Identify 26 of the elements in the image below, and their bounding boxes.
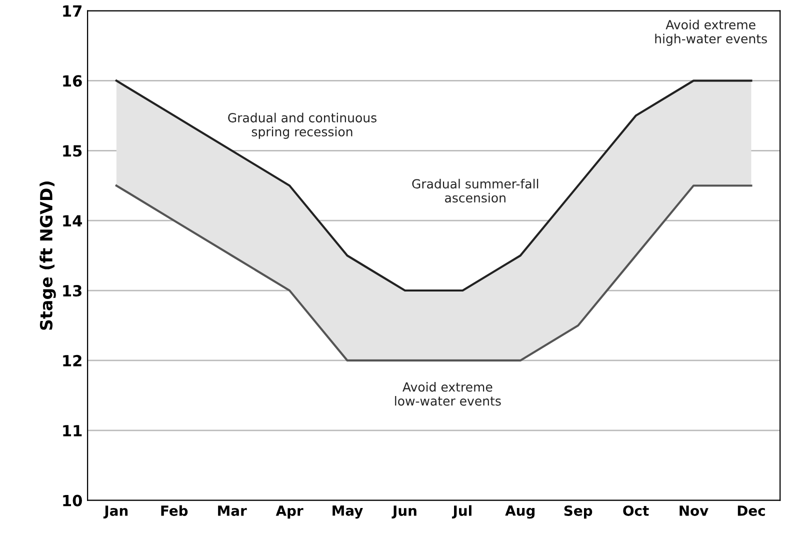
annotation: Avoid extreme high-water events <box>655 20 767 46</box>
line-series <box>115 80 752 292</box>
y-tick-label: 16 <box>63 75 82 87</box>
x-tick-label: Jul <box>452 505 472 519</box>
y-tick-label: 17 <box>63 5 82 17</box>
y-tick-label: 11 <box>63 425 82 436</box>
annotation: Gradual and continuous spring recession <box>228 112 376 139</box>
y-tick-label: 13 <box>63 284 82 297</box>
annotation: Avoid extreme low-water events <box>395 382 501 406</box>
y-tick-label: 14 <box>63 215 82 226</box>
y-axis-title: Stage (ft NGVD) <box>40 182 56 330</box>
x-tick-label: Apr <box>276 506 304 519</box>
x-tick-label: Oct <box>623 505 649 516</box>
x-tick-label: Nov <box>680 506 708 516</box>
x-tick-label: May <box>332 506 363 519</box>
annotation: Gradual summer-fall ascension <box>412 178 538 203</box>
x-tick-label: Sep <box>564 505 592 519</box>
y-tick-label: 10 <box>63 494 82 506</box>
x-tick-label: Mar <box>218 506 247 516</box>
x-tick-label: Feb <box>161 505 188 516</box>
x-tick-label: Jan <box>103 506 128 519</box>
y-tick-label: 15 <box>63 145 82 157</box>
x-tick-label: Dec <box>738 506 765 516</box>
x-tick-label: Aug <box>505 506 535 519</box>
x-tick-label: Jun <box>392 506 416 519</box>
y-tick-label: 12 <box>63 354 82 366</box>
